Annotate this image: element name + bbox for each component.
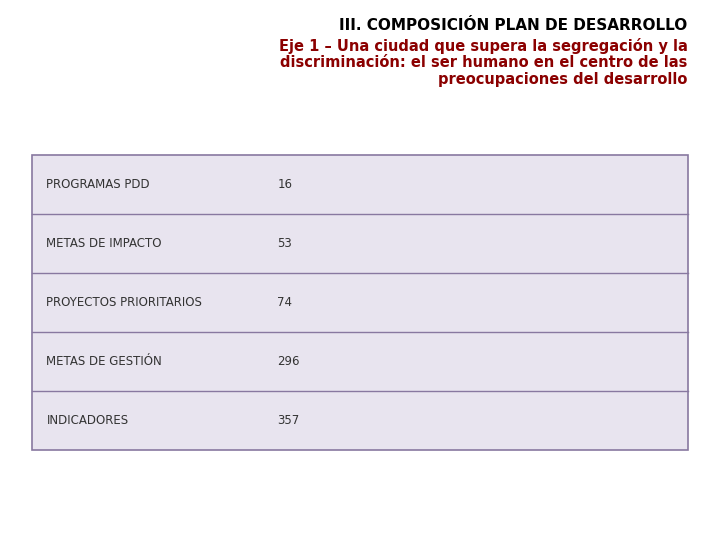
Text: 296: 296 xyxy=(277,355,300,368)
Text: 16: 16 xyxy=(277,178,292,191)
Text: PROYECTOS PRIORITARIOS: PROYECTOS PRIORITARIOS xyxy=(46,296,202,309)
Bar xyxy=(32,273,688,332)
Bar xyxy=(32,155,688,450)
Text: PROGRAMAS PDD: PROGRAMAS PDD xyxy=(46,178,150,191)
Bar xyxy=(32,214,688,273)
Text: INDICADORES: INDICADORES xyxy=(46,414,129,427)
Text: METAS DE IMPACTO: METAS DE IMPACTO xyxy=(46,237,162,250)
Text: preocupaciones del desarrollo: preocupaciones del desarrollo xyxy=(438,72,688,87)
Bar xyxy=(32,391,688,450)
Text: 357: 357 xyxy=(277,414,300,427)
Text: Eje 1 – Una ciudad que supera la segregación y la: Eje 1 – Una ciudad que supera la segrega… xyxy=(279,38,688,54)
Text: III. COMPOSICIÓN PLAN DE DESARROLLO: III. COMPOSICIÓN PLAN DE DESARROLLO xyxy=(339,18,688,33)
Bar xyxy=(32,155,688,214)
Text: METAS DE GESTIÓN: METAS DE GESTIÓN xyxy=(46,355,162,368)
Text: 53: 53 xyxy=(277,237,292,250)
Bar xyxy=(32,332,688,391)
Text: discriminación: el ser humano en el centro de las: discriminación: el ser humano en el cent… xyxy=(280,55,688,70)
Text: 74: 74 xyxy=(277,296,292,309)
